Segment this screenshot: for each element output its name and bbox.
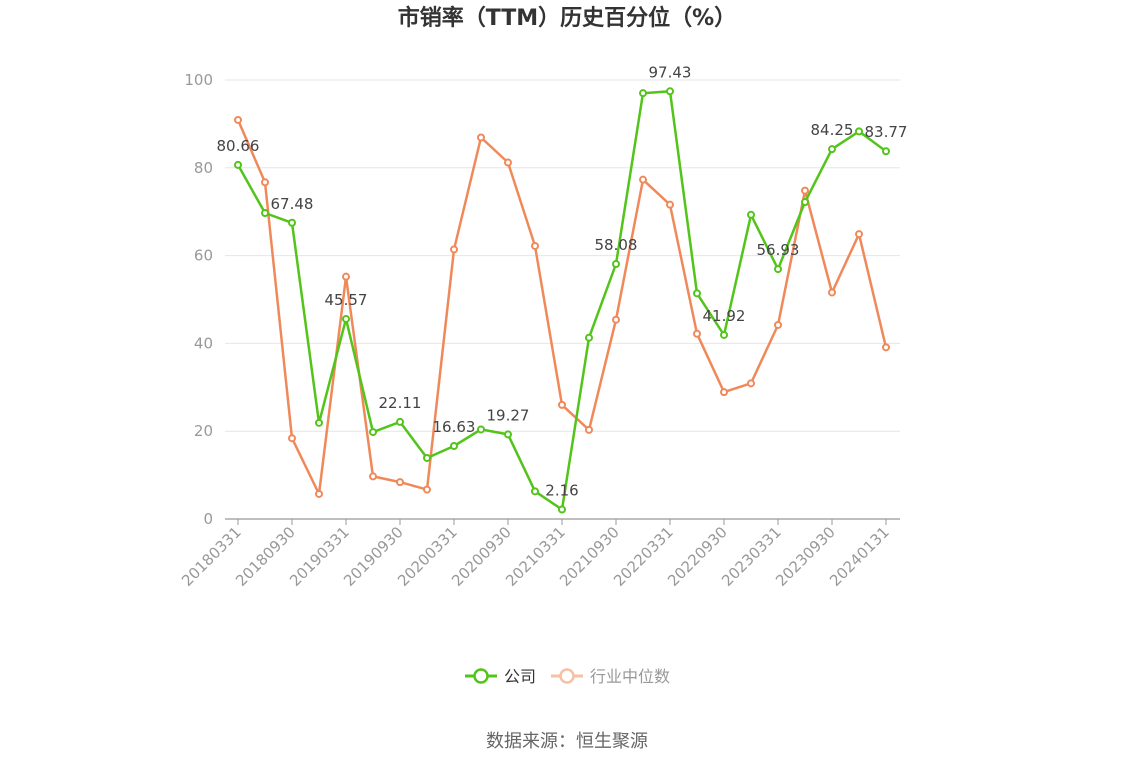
data-point	[288, 218, 296, 227]
data-point	[666, 200, 674, 209]
data-label: 97.43	[649, 63, 692, 81]
data-point	[315, 418, 323, 427]
data-point	[477, 425, 485, 434]
data-point	[639, 175, 647, 184]
data-point	[477, 133, 485, 142]
y-tick-label: 0	[203, 510, 213, 528]
data-label: 84.25	[811, 121, 854, 139]
data-point	[828, 288, 836, 297]
data-source: 数据来源：恒生聚源	[486, 731, 648, 752]
y-tick-label: 80	[194, 159, 213, 177]
data-point	[234, 160, 242, 169]
data-label: 80.66	[217, 137, 260, 155]
data-point	[882, 147, 890, 156]
y-tick-label: 60	[194, 247, 213, 265]
data-point	[531, 487, 539, 496]
legend-marker	[473, 668, 489, 684]
data-point	[315, 489, 323, 498]
data-point	[423, 485, 431, 494]
series-layer	[234, 87, 890, 514]
data-point	[342, 314, 350, 323]
data-label: 58.08	[595, 236, 638, 254]
data-point	[720, 388, 728, 397]
legend-label: 公司	[504, 667, 536, 686]
data-point	[531, 241, 539, 250]
data-point	[504, 430, 512, 439]
data-point	[747, 379, 755, 388]
x-tick-label: 20240131	[826, 523, 893, 590]
legend-label: 行业中位数	[590, 667, 670, 686]
data-point	[612, 260, 620, 269]
data-point	[774, 265, 782, 274]
legend[interactable]: 公司 行业中位数	[465, 667, 670, 686]
data-point	[855, 127, 863, 136]
data-point	[261, 209, 269, 218]
data-point	[720, 330, 728, 339]
data-point	[612, 315, 620, 324]
data-point	[369, 472, 377, 481]
data-point	[558, 400, 566, 409]
data-point	[666, 87, 674, 96]
y-tick-label: 100	[184, 71, 213, 89]
y-tick-label: 40	[194, 334, 213, 352]
data-label: 16.63	[433, 418, 476, 436]
data-point	[342, 272, 350, 281]
data-label: 83.77	[865, 123, 908, 141]
legend-marker	[559, 668, 575, 684]
data-point	[450, 245, 458, 254]
data-point	[855, 230, 863, 239]
data-label: 56.93	[757, 241, 800, 259]
axis-layer: 0204060801002018033120180930201903312019…	[178, 71, 900, 590]
data-point	[504, 158, 512, 167]
data-label: 2.16	[545, 482, 578, 500]
legend-item-1[interactable]: 行业中位数	[551, 667, 670, 686]
data-label: 41.92	[703, 307, 746, 325]
data-point	[261, 178, 269, 187]
data-point	[558, 505, 566, 514]
data-point	[585, 425, 593, 434]
data-point	[288, 434, 296, 443]
data-label: 19.27	[487, 406, 530, 424]
data-label: 45.57	[325, 291, 368, 309]
data-point	[639, 89, 647, 98]
data-point	[396, 417, 404, 426]
data-point	[747, 210, 755, 219]
data-point	[693, 289, 701, 298]
data-point	[423, 453, 431, 462]
data-point	[774, 320, 782, 329]
data-point	[801, 186, 809, 195]
data-point	[396, 478, 404, 487]
data-label: 22.11	[379, 394, 422, 412]
label-layer: 80.66 67.48 45.57 22.11 16.63 19.27 2.16 58.08 9…	[217, 63, 908, 499]
data-point	[369, 428, 377, 437]
chart-title: 市销率（TTM）历史百分位（%）	[398, 5, 736, 31]
data-point	[801, 198, 809, 207]
data-point	[234, 115, 242, 124]
data-point	[882, 343, 890, 352]
y-tick-label: 20	[194, 422, 213, 440]
data-point	[828, 145, 836, 154]
data-label: 67.48	[271, 195, 314, 213]
data-point	[585, 333, 593, 342]
data-point	[693, 329, 701, 338]
legend-item-0[interactable]: 公司	[465, 667, 536, 686]
data-point	[450, 441, 458, 450]
